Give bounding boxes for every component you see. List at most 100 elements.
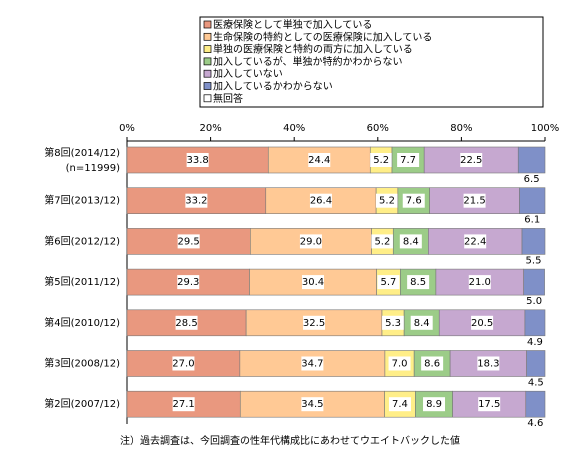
value-label-box (397, 153, 420, 167)
x-tick-label: 20% (199, 123, 221, 134)
bar-segment (126, 390, 241, 418)
value-label: 30.4 (302, 277, 324, 288)
value-label-box (463, 193, 486, 208)
value-label: 5.7 (381, 277, 397, 288)
value-label-box (303, 315, 326, 330)
bar-segment (517, 146, 546, 174)
value-label: 7.7 (400, 155, 416, 166)
x-tick-label: 60% (367, 123, 389, 134)
legend-label: 加入しているが、単独か特約かわからない (213, 55, 403, 68)
value-label: 24.4 (308, 155, 330, 166)
value-label-box (185, 193, 208, 208)
value-label: 5.2 (379, 196, 395, 207)
value-label-box (410, 315, 433, 330)
value-label-box (388, 397, 411, 412)
value-label-box (407, 275, 430, 290)
y-tick-label: 第8回(2014/12) (44, 146, 120, 159)
value-label-box (172, 356, 195, 371)
value-label-box (172, 397, 195, 412)
y-tick-label: 第6回(2012/12) (44, 234, 120, 247)
value-label-box (308, 153, 331, 167)
legend-swatch (203, 57, 212, 66)
value-label: 17.5 (478, 399, 500, 410)
value-label: 8.5 (410, 277, 426, 288)
value-label: 4.6 (527, 418, 543, 429)
legend-swatch (203, 45, 212, 53)
value-label: 4.9 (527, 337, 543, 348)
value-label: 8.4 (403, 236, 419, 247)
value-label: 34.5 (301, 399, 323, 410)
value-label-box (477, 356, 500, 371)
value-label: 5.0 (526, 296, 542, 307)
value-label: 7.0 (392, 359, 408, 370)
legend-swatch (203, 94, 212, 103)
value-label: 27.0 (172, 359, 194, 370)
value-label: 33.2 (185, 196, 207, 207)
value-label-box (421, 356, 444, 371)
value-label: 18.3 (477, 359, 499, 370)
legend-swatch (203, 82, 212, 90)
bar-segment (524, 309, 546, 337)
value-label-box (399, 234, 422, 249)
x-tick-label: 40% (283, 123, 305, 134)
value-label-box (375, 193, 398, 208)
value-label: 7.4 (392, 399, 408, 410)
value-label-box (175, 315, 198, 330)
value-label: 26.4 (310, 196, 332, 207)
value-label: 22.4 (464, 236, 486, 247)
value-label-box (460, 153, 483, 167)
sample-size: (n=11999) (66, 163, 120, 174)
value-label: 8.9 (426, 399, 442, 410)
legend-label: 生命保険の特約としての医療保険に加入している (213, 30, 432, 43)
value-label: 8.6 (424, 359, 440, 370)
value-label: 29.0 (300, 236, 322, 247)
value-label-box (423, 397, 446, 412)
value-label-box (471, 315, 494, 330)
value-label: 29.5 (178, 236, 200, 247)
value-label-box (468, 275, 491, 290)
value-label: 20.5 (471, 318, 493, 329)
value-label: 7.6 (406, 196, 422, 207)
value-label: 5.2 (374, 236, 390, 247)
value-label: 27.1 (173, 399, 195, 410)
y-tick-label: 第7回(2013/12) (44, 194, 120, 207)
value-label-box (301, 397, 324, 412)
value-label-box (382, 315, 405, 330)
value-label-box (309, 193, 332, 208)
note: 注）過去調査は、今回調査の性年代構成比にあわせてウエイトバックした値 (120, 434, 460, 447)
bar-segment (525, 390, 546, 418)
value-label-box (478, 397, 501, 412)
value-label: 34.7 (301, 359, 323, 370)
value-label: 5.5 (526, 255, 542, 266)
value-label: 4.5 (528, 378, 544, 389)
value-label-box (370, 153, 393, 167)
legend-box (199, 16, 544, 108)
legend-label: 加入しているかわからない (213, 81, 333, 93)
value-label: 32.5 (303, 318, 325, 329)
bar-segment (519, 187, 546, 214)
bar-segment (526, 350, 546, 377)
value-label-box (377, 275, 400, 290)
value-label-box (299, 234, 322, 249)
legend-swatch (203, 32, 212, 41)
value-label: 21.5 (463, 196, 485, 207)
value-label-box (186, 153, 209, 167)
value-label-box (388, 356, 411, 371)
legend-label: 単独の医療保険と特約の両方に加入している (213, 43, 413, 56)
value-label: 28.5 (175, 318, 197, 329)
value-label: 21.0 (469, 277, 491, 288)
legend-label: 無回答 (213, 92, 243, 105)
bar-segment (521, 228, 546, 255)
legend-label: 医療保険として単独で加入している (213, 18, 372, 31)
x-tick-label: 100% (531, 123, 560, 134)
x-tick-label: 0% (119, 123, 135, 134)
x-tick-label: 80% (450, 123, 472, 134)
bar-segment (523, 268, 545, 296)
y-tick-label: 第4回(2010/12) (44, 316, 120, 329)
value-label-box (371, 234, 394, 249)
value-label-box (177, 234, 200, 249)
y-tick-label: 第2回(2007/12) (44, 397, 120, 410)
value-label: 6.1 (524, 215, 540, 226)
